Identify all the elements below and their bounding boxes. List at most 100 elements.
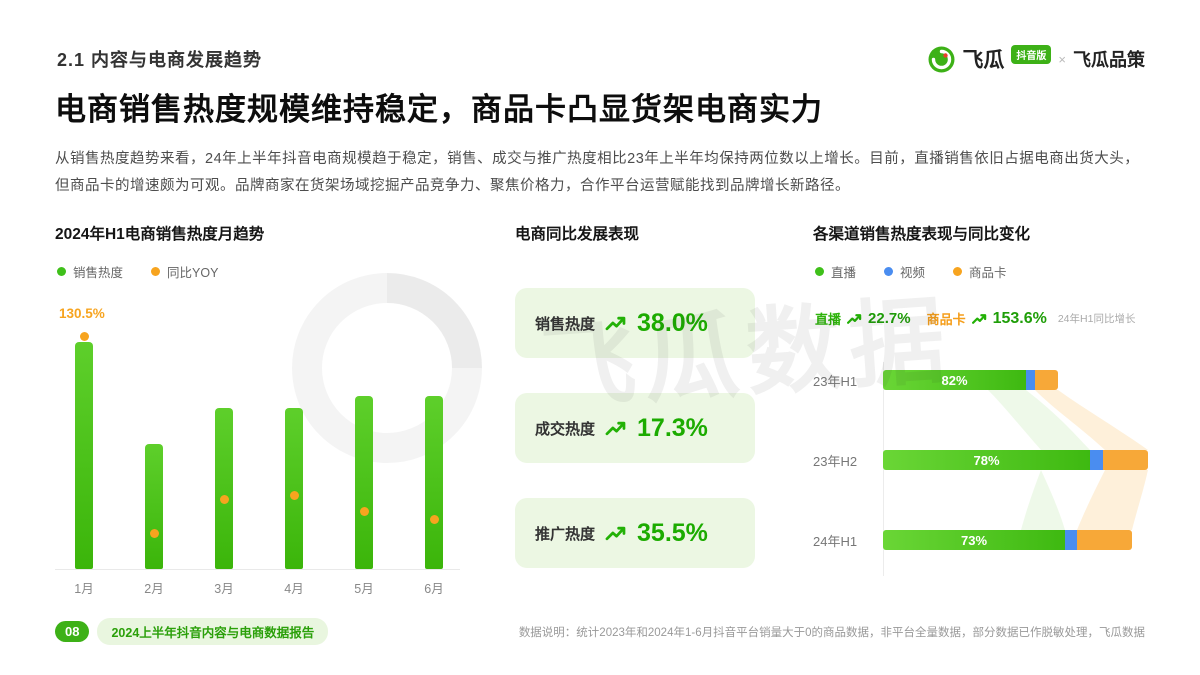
legend-label: 视频 <box>900 266 926 280</box>
green-dot-icon <box>815 267 824 276</box>
month-label: 3月 <box>214 582 234 596</box>
live-growth-label: 直播 <box>815 312 842 327</box>
month-label: 2月 <box>144 582 164 596</box>
live-growth-value: 22.7% <box>868 310 911 327</box>
trend-up-icon <box>971 313 986 324</box>
legend-label: 直播 <box>831 266 857 280</box>
period-label: 23年H1 <box>813 373 858 389</box>
segment-product-card <box>1103 450 1148 470</box>
orange-dot-icon <box>953 267 963 276</box>
monthly-bar-plot: 1月 2月 3月 4月 5月 6月 <box>55 317 460 596</box>
stacked-bar: 78% <box>883 450 1148 470</box>
footer: 08 2024上半年抖音内容与电商数据报告 数据说明：统计2023年和2024年… <box>55 618 1145 645</box>
yoy-dot <box>219 495 229 504</box>
growth-stats: 直播 22.7% 商品卡 153.6% 24年H1同比增长 <box>815 309 1135 328</box>
yoy-dot <box>429 515 439 524</box>
stat-label: 销售热度 <box>535 315 596 333</box>
month-label: 4月 <box>284 582 304 596</box>
segment-live: 82% <box>883 370 1026 390</box>
sales-heat-bar <box>425 396 443 569</box>
stacked-bar: 73% <box>883 530 1132 550</box>
month-label: 6月 <box>424 582 444 596</box>
yoy-dot <box>289 491 299 500</box>
blue-dot-icon <box>884 267 894 276</box>
legend-label: 销售热度 <box>73 266 124 280</box>
chart-title-monthly: 2024年H1电商销售热度月趋势 <box>55 226 265 243</box>
stat-card-promotion-heat: 推广热度 35.5% <box>515 498 755 568</box>
monthly-chart-legend: 销售热度 同比YOY <box>57 262 218 281</box>
sales-heat-bar <box>355 396 373 569</box>
growth-note: 24年H1同比增长 <box>1057 313 1136 325</box>
legend-label: 商品卡 <box>969 266 1007 280</box>
legend-item-video: 视频 <box>884 262 925 281</box>
footer-left: 08 2024上半年抖音内容与电商数据报告 <box>55 618 329 645</box>
segment-product-card <box>1035 370 1058 390</box>
channel-row: 23年H1 82% <box>813 370 1153 390</box>
month-label: 5月 <box>354 582 374 596</box>
chart-title-channels: 各渠道销售热度表现与同比变化 <box>813 226 1031 243</box>
trend-up-icon <box>605 526 626 540</box>
channel-row: 24年H1 73% <box>813 530 1153 550</box>
stat-label: 推广热度 <box>535 525 596 543</box>
intro-paragraph: 从销售热度趋势来看，24年上半年抖音电商规模趋于稳定，销售、成交与推广热度相比2… <box>55 151 1140 194</box>
monthly-trend-chart-section: 2024年H1电商销售热度月趋势 销售热度 同比YOY 130.5% 1月 2月 3… <box>55 222 467 610</box>
segment-percentage-label: 82% <box>941 372 968 388</box>
brand-name: 飞瓜 <box>962 49 1005 72</box>
trend-up-icon <box>847 313 862 324</box>
stat-value: 38.0% <box>637 308 708 337</box>
sales-heat-bar <box>285 408 303 569</box>
stat-value: 17.3% <box>637 413 708 442</box>
segment-live: 78% <box>883 450 1090 470</box>
segment-video <box>1065 530 1077 550</box>
sales-heat-bar <box>145 444 163 569</box>
card-growth-value: 153.6% <box>992 309 1047 327</box>
report-title-pill: 2024上半年抖音内容与电商数据报告 <box>97 618 329 645</box>
yoy-dot <box>359 507 369 516</box>
section-title: 2.1 内容与电商发展趋势 <box>57 50 263 70</box>
yoy-peak-label: 130.5% <box>59 306 105 321</box>
orange-dot-icon <box>151 267 161 276</box>
yoy-performance-section: 电商同比发展表现 销售热度 38.0% 成交热度 17.3% 推广热度 35.5 <box>515 222 755 592</box>
stacked-bar: 82% <box>883 370 1058 390</box>
data-note: 数据说明：统计2023年和2024年1-6月抖音平台销量大于0的商品数据，非平台… <box>518 626 1145 639</box>
brand2-name: 飞瓜品策 <box>1073 50 1145 70</box>
yoy-dot <box>149 529 159 538</box>
stacked-bar-chart: 23年H1 82% 23年H2 78% 24年H1 73% <box>813 362 1153 584</box>
channel-chart-legend: 直播 视频 商品卡 <box>815 262 1007 281</box>
legend-item-yoy: 同比YOY <box>151 262 218 281</box>
period-label: 23年H2 <box>813 453 858 469</box>
sales-heat-bar <box>75 342 93 569</box>
period-label: 24年H1 <box>813 533 858 549</box>
legend-item-live: 直播 <box>815 262 856 281</box>
legend-item-sales-heat: 销售热度 <box>57 262 123 281</box>
segment-percentage-label: 78% <box>973 452 1000 468</box>
segment-video <box>1026 370 1035 390</box>
segment-percentage-label: 73% <box>960 532 988 548</box>
sales-heat-bar <box>215 408 233 569</box>
segment-live: 73% <box>883 530 1065 550</box>
trend-up-icon <box>605 316 626 330</box>
segment-video <box>1090 450 1103 470</box>
flow-decoration <box>988 390 1148 530</box>
legend-label: 同比YOY <box>167 266 219 280</box>
trend-up-icon <box>605 421 626 435</box>
card-growth-label: 商品卡 <box>926 312 966 327</box>
stat-card-transaction-heat: 成交热度 17.3% <box>515 393 755 463</box>
green-dot-icon <box>57 267 66 276</box>
page-number-badge: 08 <box>55 621 90 642</box>
legend-item-product-card: 商品卡 <box>953 262 1007 281</box>
stat-card-sales-heat: 销售热度 38.0% <box>515 288 755 358</box>
douyin-edition-badge: 抖音版 <box>1011 44 1052 64</box>
segment-product-card <box>1077 530 1132 550</box>
feigua-logo-icon <box>928 46 955 72</box>
stat-value: 35.5% <box>637 518 708 547</box>
month-label: 1月 <box>74 582 94 596</box>
page-title: 电商销售热度规模维持稳定，商品卡凸显货架电商实力 <box>55 92 823 127</box>
stat-label: 成交热度 <box>535 420 596 438</box>
channel-row: 23年H2 78% <box>813 450 1153 470</box>
channel-chart-section: 各渠道销售热度表现与同比变化 直播 视频 商品卡 直播 22.7% 商品卡 <box>813 222 1153 592</box>
yoy-dot <box>79 332 89 341</box>
chart-title-yoy: 电商同比发展表现 <box>515 226 640 243</box>
multiply-sign: × <box>1058 51 1066 67</box>
